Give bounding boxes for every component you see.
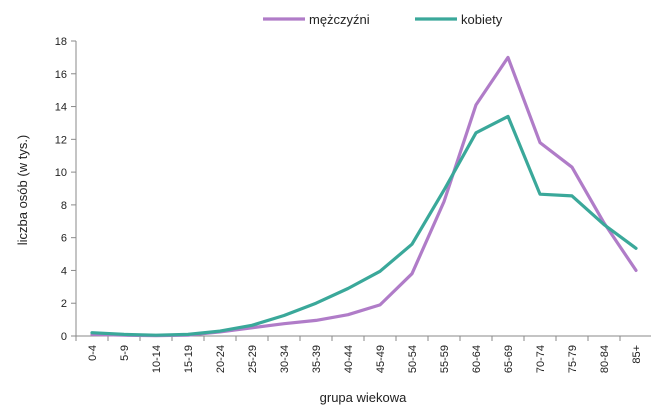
- y-axis-ticks: 0 2 4 6 8 10 12 14 16 18: [55, 36, 76, 343]
- y-tick-label: 10: [55, 167, 67, 179]
- y-tick-label: 8: [61, 200, 67, 212]
- y-tick-label: 14: [55, 102, 67, 114]
- x-axis-title: grupa wiekowa: [320, 390, 407, 405]
- x-tick-label: 45-49: [375, 345, 387, 373]
- series-line-kobiety: [90, 114, 638, 337]
- y-tick-label: 16: [55, 69, 67, 81]
- x-tick-label: 20-24: [215, 345, 227, 373]
- x-tick-label: 70-74: [535, 345, 547, 373]
- y-tick-label: 4: [61, 265, 67, 277]
- x-tick-label: 10-14: [151, 345, 163, 373]
- legend-label: kobiety: [461, 12, 503, 27]
- y-tick-label: 18: [55, 36, 67, 48]
- x-tick-label: 15-19: [183, 345, 195, 373]
- x-tick-label: 55-59: [439, 345, 451, 373]
- x-tick-label: 80-84: [599, 345, 611, 373]
- x-tick-label: 60-64: [471, 345, 483, 373]
- x-tick-label: 25-29: [247, 345, 259, 373]
- x-tick-label: 50-54: [407, 345, 419, 373]
- series-group: [90, 55, 638, 338]
- y-tick-label: 6: [61, 233, 67, 245]
- x-tick-label: 5-9: [119, 345, 131, 361]
- y-axis-title: liczba osób (w tys.): [15, 135, 30, 246]
- y-tick-label: 0: [61, 331, 67, 343]
- y-tick-label: 12: [55, 134, 67, 146]
- x-axis-ticks: 0-4 5-9 10-14 15-19 20-24 25-29 30-34 35-39 40-4…: [75, 336, 643, 373]
- x-tick-label: 75-79: [567, 345, 579, 373]
- x-tick-label: 35-39: [311, 345, 323, 373]
- x-tick-label: 0-4: [87, 345, 99, 361]
- legend: mężczyźni kobiety: [263, 12, 503, 27]
- x-tick-label: 85+: [631, 345, 643, 364]
- x-tick-label: 65-69: [503, 345, 515, 373]
- x-tick-label: 40-44: [343, 345, 355, 373]
- y-tick-label: 2: [61, 298, 67, 310]
- x-tick-label: 30-34: [279, 345, 291, 373]
- legend-label: mężczyźni: [309, 12, 370, 27]
